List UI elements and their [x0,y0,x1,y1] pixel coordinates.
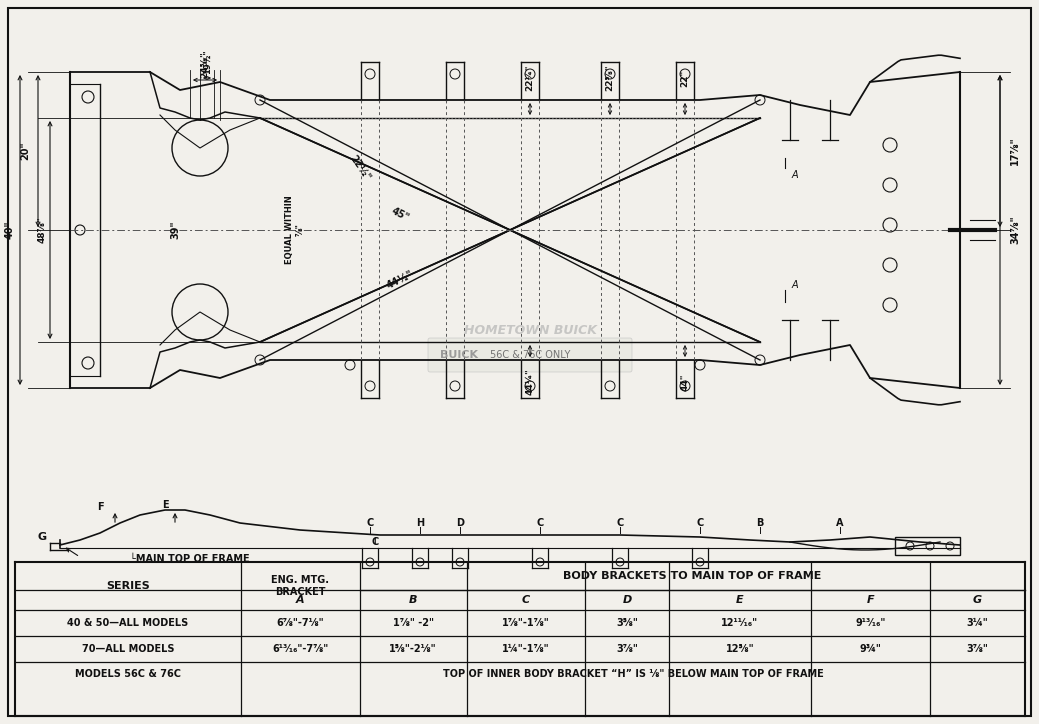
Text: 3⅞": 3⅞" [616,644,638,654]
Text: D: D [622,595,632,605]
Text: A: A [792,280,798,290]
Text: TOP OF INNER BODY BRACKET “H” IS ⅛" BELOW MAIN TOP OF FRAME: TOP OF INNER BODY BRACKET “H” IS ⅛" BELO… [443,669,823,679]
Text: 6⅞"-7⅛": 6⅞"-7⅛" [276,618,324,628]
Text: 6¹³⁄₁₆"-7⅞": 6¹³⁄₁₆"-7⅞" [272,644,328,654]
Text: 20": 20" [20,142,30,160]
Text: HOMETOWN BUICK: HOMETOWN BUICK [463,324,596,337]
Text: 12⅝": 12⅝" [725,644,754,654]
FancyBboxPatch shape [428,338,632,372]
Text: F: F [97,502,103,512]
Text: 1¼"-1⅞": 1¼"-1⅞" [502,644,550,654]
Bar [895,537,960,555]
Text: 3⅞": 3⅞" [966,644,988,654]
Text: MODELS 56C & 76C: MODELS 56C & 76C [75,669,181,679]
Text: BODY BRACKETS TO MAIN TOP OF FRAME: BODY BRACKETS TO MAIN TOP OF FRAME [563,571,822,581]
Text: C: C [367,518,374,528]
Text: BUICK: BUICK [439,350,478,360]
Text: 44": 44" [681,374,690,391]
Text: 19½": 19½" [203,50,212,75]
Text: C: C [536,518,543,528]
Text: 24⅝": 24⅝" [201,51,210,78]
Text: 40": 40" [5,221,15,239]
Text: 22⅝": 22⅝" [606,64,614,91]
Text: EQUAL WITHIN
⅞": EQUAL WITHIN ⅞" [286,195,304,264]
Text: C: C [371,537,378,547]
Text: 56C & 76C ONLY: 56C & 76C ONLY [489,350,570,360]
Text: ENG. MTG.
BRACKET: ENG. MTG. BRACKET [271,575,329,597]
Text: SERIES: SERIES [106,581,150,591]
Text: 22¼": 22¼" [526,64,534,91]
Text: H: H [416,518,424,528]
Text: 34⅞": 34⅞" [1010,216,1020,244]
Text: 44¼": 44¼" [526,369,534,395]
Text: 12¹¹⁄₁₆": 12¹¹⁄₁₆" [721,618,758,628]
Text: 44½": 44½" [385,269,415,291]
Text: A: A [792,170,798,180]
Text: 45": 45" [390,206,410,224]
Text: 3⅝": 3⅝" [616,618,638,628]
Text: 17⅞": 17⅞" [1010,137,1020,165]
Text: 22": 22" [681,70,690,87]
Text: B: B [408,595,418,605]
Text: D: D [456,518,464,528]
Text: 3¼": 3¼" [966,618,988,628]
Text: G: G [37,532,47,542]
Text: E: E [162,500,168,510]
Text: C: C [696,518,703,528]
Text: 9¹³⁄₁₆": 9¹³⁄₁₆" [855,618,885,628]
Text: A: A [836,518,844,528]
Text: 9¾": 9¾" [859,644,881,654]
Text: └MAIN TOP OF FRAME: └MAIN TOP OF FRAME [130,554,249,564]
Text: 40 & 50—ALL MODELS: 40 & 50—ALL MODELS [68,618,188,628]
Text: 1⅞" -2": 1⅞" -2" [393,618,433,628]
Text: C: C [522,595,530,605]
Text: F: F [867,595,875,605]
Text: 48⅞": 48⅞" [37,216,47,243]
Text: 39": 39" [170,221,180,239]
Text: C: C [616,518,623,528]
Text: 22½": 22½" [348,153,372,182]
Text: A: A [296,595,304,605]
Text: 1⅞"-1⅞": 1⅞"-1⅞" [502,618,550,628]
Text: 1⅝"-2⅛": 1⅝"-2⅛" [390,644,436,654]
Text: G: G [973,595,982,605]
Text: 70—ALL MODELS: 70—ALL MODELS [82,644,175,654]
Text: E: E [736,595,744,605]
Text: B: B [756,518,764,528]
